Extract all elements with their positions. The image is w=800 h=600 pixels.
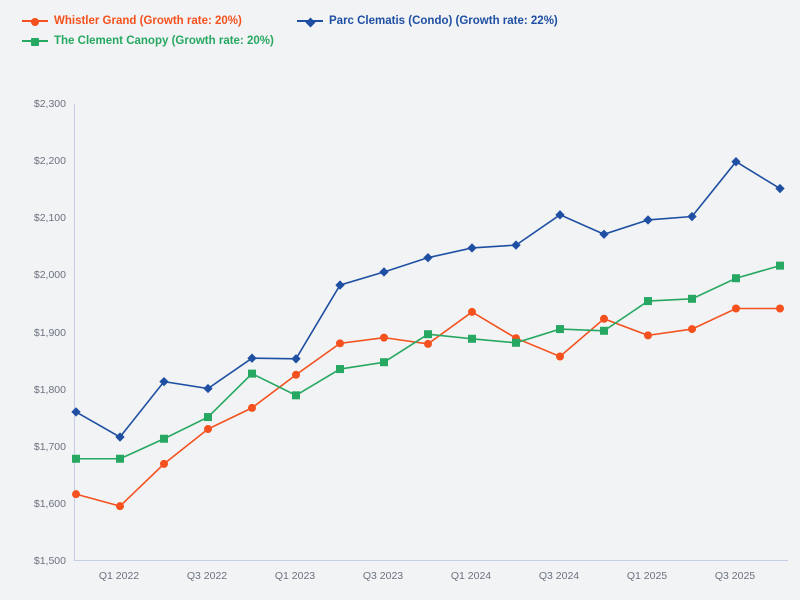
data-point-marker[interactable] — [71, 407, 81, 417]
y-tick-label: $1,800 — [33, 383, 66, 396]
data-point-marker[interactable] — [159, 376, 169, 387]
data-point-marker[interactable] — [336, 365, 344, 374]
y-tick-label: $1,500 — [33, 555, 66, 567]
data-point-marker[interactable] — [116, 502, 124, 511]
data-point-marker[interactable] — [687, 211, 697, 222]
y-tick-label: $1,700 — [33, 440, 66, 453]
data-point-marker[interactable] — [644, 331, 652, 340]
data-point-marker[interactable] — [380, 333, 388, 342]
y-tick-label: $1,900 — [33, 326, 66, 339]
data-point-marker[interactable] — [468, 307, 476, 316]
series-line — [76, 264, 781, 460]
data-point-marker[interactable] — [203, 383, 213, 394]
data-point-marker[interactable] — [688, 294, 696, 303]
x-tick-label: Q1 2023 — [274, 570, 316, 582]
data-point-marker[interactable] — [291, 354, 301, 364]
data-point-marker[interactable] — [468, 334, 476, 343]
data-point-marker[interactable] — [335, 280, 345, 290]
x-tick-label: Q3 2022 — [186, 570, 228, 582]
legend-label: Whistler Grand (Growth rate: 20%) — [54, 15, 242, 27]
data-point-marker[interactable] — [424, 330, 432, 339]
data-point-marker[interactable] — [424, 339, 432, 348]
legend-marker — [31, 18, 39, 26]
chart-legend: Whistler Grand (Growth rate: 20%) Parc C… — [14, 8, 784, 54]
y-tick-label: $1,600 — [33, 497, 66, 510]
data-point-marker[interactable] — [247, 353, 257, 363]
data-point-marker[interactable] — [292, 391, 300, 400]
data-point-marker[interactable] — [115, 432, 125, 442]
data-point-marker[interactable] — [248, 403, 256, 412]
x-tick-label: Q3 2023 — [362, 570, 404, 582]
data-point-marker[interactable] — [72, 490, 80, 499]
data-point-marker[interactable] — [732, 304, 740, 313]
x-tick-label: Q3 2024 — [538, 570, 580, 582]
data-point-marker[interactable] — [643, 215, 653, 225]
data-point-marker[interactable] — [776, 304, 784, 313]
x-tick-label: Q1 2024 — [450, 570, 492, 582]
legend-item-parc-clematis[interactable]: Parc Clematis (Condo) (Growth rate: 22%) — [297, 14, 558, 28]
legend-item-clement-canopy[interactable]: The Clement Canopy (Growth rate: 20%) — [22, 34, 274, 48]
data-point-marker[interactable] — [160, 434, 168, 443]
y-tick-label: $2,300 — [33, 98, 66, 110]
data-point-marker[interactable] — [688, 325, 696, 334]
data-point-marker[interactable] — [423, 253, 433, 263]
data-point-marker[interactable] — [556, 352, 564, 361]
legend-swatch-circle-icon — [22, 15, 48, 27]
data-point-marker[interactable] — [775, 183, 785, 194]
y-tick-label: $2,000 — [33, 269, 66, 282]
legend-marker — [305, 17, 315, 27]
data-point-marker[interactable] — [731, 157, 741, 167]
data-point-marker[interactable] — [380, 358, 388, 367]
series-layer — [71, 157, 785, 511]
data-point-marker[interactable] — [467, 243, 477, 253]
y-tick-label: $2,100 — [33, 212, 66, 225]
data-point-marker[interactable] — [336, 339, 344, 348]
y-tick-label: $2,200 — [33, 155, 66, 168]
data-point-marker[interactable] — [248, 369, 256, 378]
legend-label: Parc Clematis (Condo) (Growth rate: 22%) — [329, 15, 558, 27]
series-1 — [71, 157, 785, 442]
legend-swatch-diamond-icon — [297, 15, 323, 27]
data-point-marker[interactable] — [599, 229, 609, 239]
data-point-marker[interactable] — [555, 210, 565, 220]
x-tick-label: Q1 2022 — [98, 570, 140, 582]
legend-label: The Clement Canopy (Growth rate: 20%) — [54, 35, 274, 47]
data-point-marker[interactable] — [732, 274, 740, 283]
legend-swatch-square-icon — [22, 35, 48, 47]
data-point-marker[interactable] — [292, 370, 300, 379]
data-point-marker[interactable] — [556, 325, 564, 334]
data-point-marker[interactable] — [644, 297, 652, 306]
x-tick-label: Q3 2025 — [714, 570, 756, 582]
data-point-marker[interactable] — [379, 267, 389, 277]
legend-item-whistler-grand[interactable]: Whistler Grand (Growth rate: 20%) — [22, 14, 242, 28]
data-point-marker[interactable] — [776, 261, 784, 270]
data-point-marker[interactable] — [160, 459, 168, 468]
data-point-marker[interactable] — [600, 314, 608, 323]
legend-marker — [31, 38, 39, 46]
data-point-marker[interactable] — [511, 240, 521, 250]
data-point-marker[interactable] — [72, 454, 80, 463]
data-point-marker[interactable] — [600, 326, 608, 335]
x-tick-label: Q1 2025 — [626, 570, 668, 582]
data-point-marker[interactable] — [512, 338, 520, 347]
plot-area — [71, 104, 788, 561]
data-point-marker[interactable] — [116, 454, 124, 463]
data-point-marker[interactable] — [204, 425, 212, 434]
series-2 — [72, 261, 784, 463]
data-point-marker[interactable] — [204, 413, 212, 422]
series-0 — [72, 304, 784, 511]
